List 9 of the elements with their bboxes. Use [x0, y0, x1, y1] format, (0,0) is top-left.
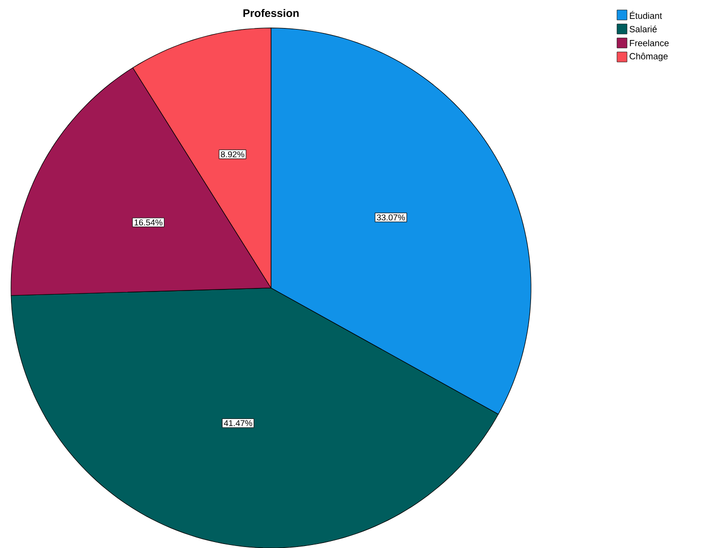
data-label: 41.47% [224, 420, 252, 426]
legend-label: Freelance [630, 40, 669, 46]
legend-label: Salarié [630, 26, 657, 32]
legend-label: Chômage [630, 52, 668, 62]
data-label: 33.07% [376, 214, 405, 220]
chart-title: Profession [243, 8, 299, 18]
data-label: 8.92% [220, 151, 244, 158]
data-label: 16.54% [134, 219, 162, 226]
legend-label: Étudiant [630, 11, 662, 19]
